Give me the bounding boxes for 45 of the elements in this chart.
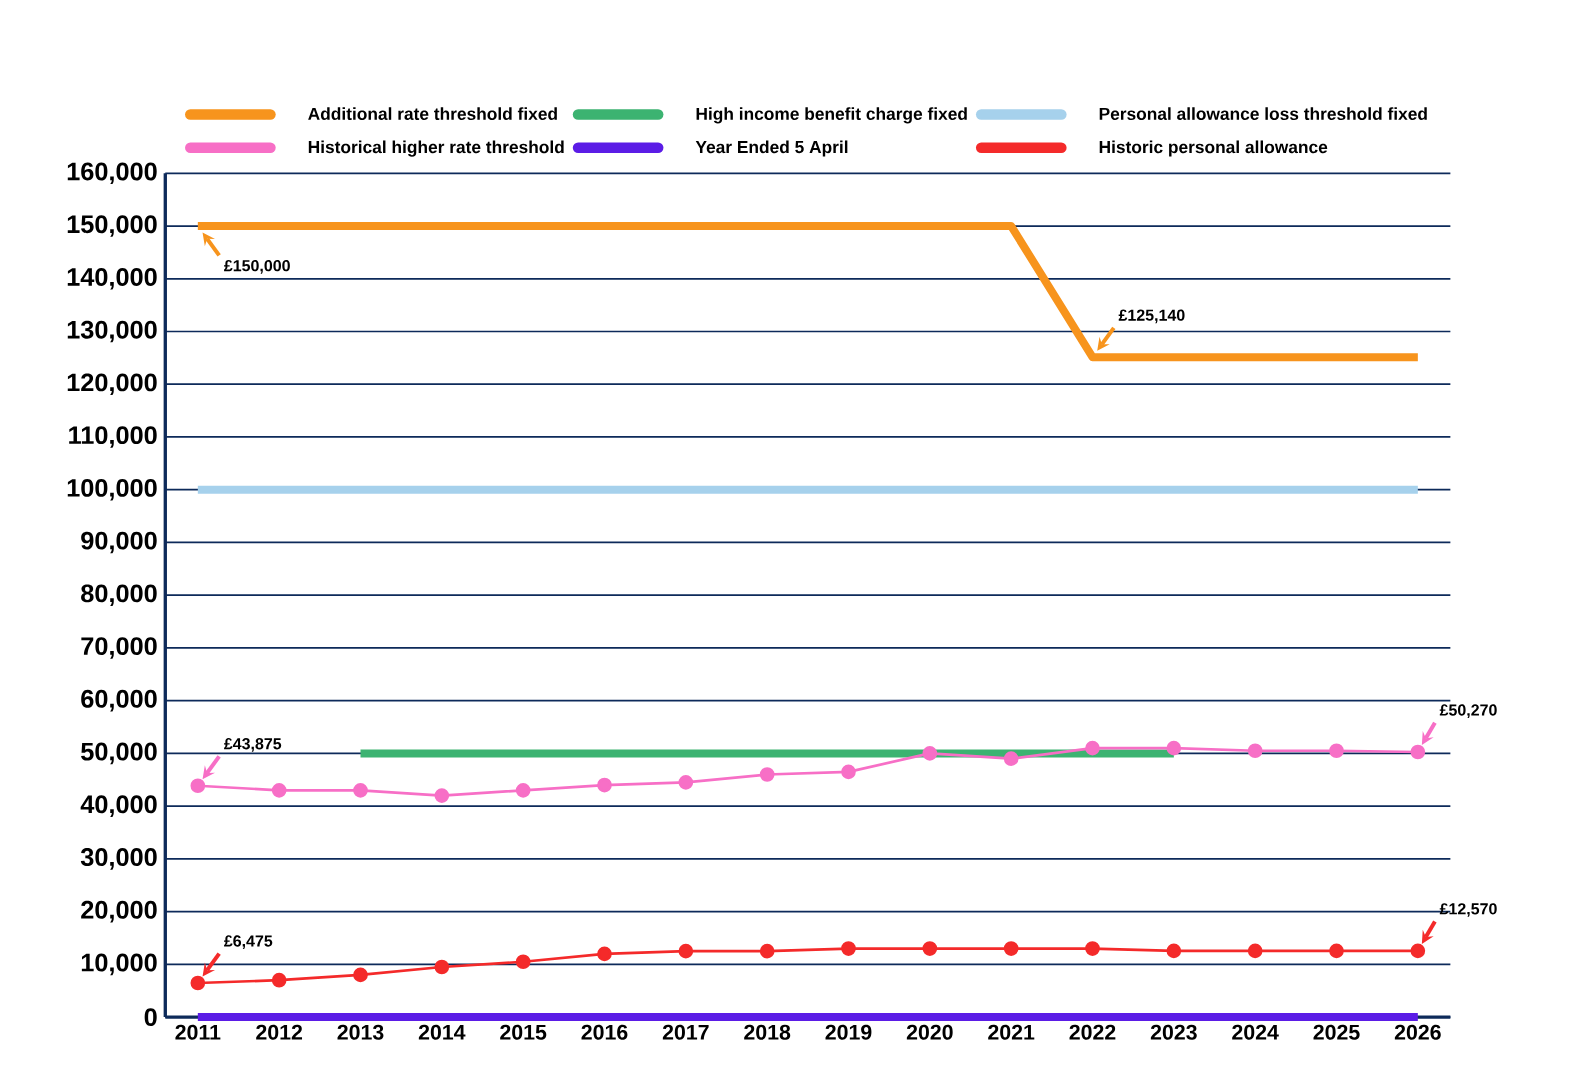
y-tick-label: 80,000 [81, 584, 157, 607]
x-tick-label: 2023 [1150, 1024, 1197, 1040]
x-tick-label: 2015 [500, 1024, 547, 1040]
y-tick-label: 40,000 [80, 795, 157, 818]
x-tick-label: 2011 [175, 1024, 221, 1040]
x-tick-label: 2021 [988, 1024, 1035, 1040]
y-tick-label: 130,000 [67, 320, 157, 343]
y-tick-label: 50,000 [81, 742, 157, 765]
x-tick-label: 2022 [1069, 1024, 1116, 1040]
y-tick-label: 60,000 [81, 689, 157, 712]
x-tick-label: 2025 [1313, 1024, 1360, 1040]
x-tick-label: 2012 [256, 1024, 303, 1040]
y-tick-label: 90,000 [81, 531, 157, 554]
annotation: £150,000 [224, 260, 290, 274]
y-tick-label: 110,000 [69, 426, 157, 448]
y-tick-label: 0 [144, 1008, 157, 1027]
x-tick-label: 2018 [744, 1024, 791, 1040]
x-tick-label: 2017 [662, 1024, 709, 1040]
annotation: £12,570 [1439, 903, 1497, 917]
y-tick-label: 150,000 [67, 215, 157, 237]
y-tick-label: 70,000 [81, 637, 157, 659]
legend-label: Historical higher rate threshold [308, 140, 564, 157]
y-tick-label: 160,000 [67, 162, 157, 185]
y-tick-label: 100,000 [67, 479, 157, 501]
annotation: £6,475 [224, 935, 273, 950]
x-tick-label: 2016 [581, 1024, 628, 1040]
y-tick-label: 10,000 [81, 953, 157, 976]
legend-label: Historic personal allowance [1099, 140, 1328, 157]
y-tick-label: 120,000 [67, 373, 157, 396]
x-tick-label: 2014 [418, 1024, 466, 1040]
annotation: £125,140 [1118, 309, 1185, 324]
x-tick-label: 2019 [825, 1024, 872, 1040]
x-tick-label: 2020 [906, 1024, 953, 1040]
y-tick-label: 20,000 [81, 900, 157, 923]
x-tick-label: 2013 [337, 1024, 384, 1040]
y-tick-label: 30,000 [80, 848, 157, 870]
legend-label: Additional rate threshold fixed [308, 107, 557, 121]
x-tick-label: 2026 [1394, 1024, 1441, 1040]
annotation: £43,875 [224, 738, 282, 752]
y-tick-label: 140,000 [67, 268, 157, 290]
x-tick-label: 2024 [1232, 1024, 1279, 1040]
annotation: £50,270 [1439, 704, 1497, 719]
legend-label: High income benefit charge fixed [696, 107, 967, 124]
legend-label: Personal allowance loss threshold fixed [1099, 107, 1427, 121]
legend-label: Year Ended 5 April [695, 140, 848, 157]
